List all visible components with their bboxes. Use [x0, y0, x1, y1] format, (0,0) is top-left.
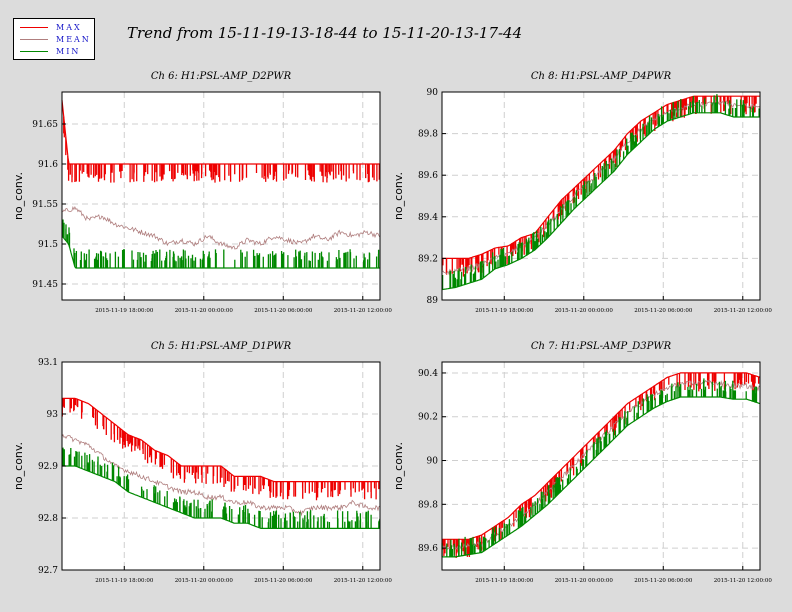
y-tick-label: 90.2 — [418, 413, 438, 423]
x-tick-label: 2015-11-19 18:00:00 — [475, 578, 534, 584]
page-title: Trend from 15-11-19-13-18-44 to 15-11-20… — [127, 24, 523, 42]
series-line-max — [442, 95, 760, 259]
legend-swatch-max — [20, 27, 48, 28]
plot-area — [62, 92, 380, 300]
chart-panel-3: 92.7 92.8 92.9 93 93.1 2015-11-19 18:00:00 201… — [12, 341, 392, 584]
legend-item-max: MAX — [14, 22, 96, 34]
y-tick-label: 89.2 — [418, 254, 438, 264]
x-tick-label: 2015-11-20 12:00:00 — [334, 578, 393, 584]
y-tick-label: 89 — [427, 296, 439, 306]
plot-frame — [61, 91, 381, 301]
x-tick-label: 2015-11-20 00:00:00 — [555, 308, 614, 314]
x-tick-label: 2015-11-20 00:00:00 — [175, 308, 234, 314]
y-tick-label: 90.4 — [418, 369, 438, 379]
plot-frame — [441, 91, 761, 301]
legend-swatch-min — [20, 51, 48, 52]
series-spikes-min — [61, 219, 380, 268]
series-spikes-max — [63, 116, 380, 183]
y-tick-label: 92.8 — [38, 514, 58, 524]
y-tick-label: 91.6 — [38, 160, 58, 170]
y-tick-label: 92.9 — [38, 462, 58, 472]
x-tick-label: 2015-11-20 12:00:00 — [714, 308, 773, 314]
y-tick-label: 91.5 — [38, 240, 58, 250]
y-tick-label: 89.6 — [418, 544, 438, 554]
y-tick-label: 92.7 — [38, 566, 58, 576]
chart-title: Ch 8: H1:PSL-AMP_D4PWR — [531, 71, 672, 82]
y-axis-label: no_conv. — [392, 442, 405, 490]
chart-panel-4: 89.6 89.8 90 90.2 90.4 2015-11-19 18:00:00 201… — [392, 341, 772, 584]
y-tick-label: 89.4 — [418, 213, 438, 223]
y-tick-label: 90 — [427, 457, 439, 467]
x-tick-label: 2015-11-20 06:00:00 — [634, 578, 693, 584]
series-spikes-min — [441, 94, 760, 290]
series-spikes-min — [62, 447, 381, 529]
chart-title: Ch 5: H1:PSL-AMP_D1PWR — [151, 341, 292, 352]
x-tick-label: 2015-11-19 18:00:00 — [95, 578, 154, 584]
series-spikes-min — [441, 378, 758, 557]
y-axis-label: no_conv. — [12, 442, 25, 490]
x-tick-label: 2015-11-19 18:00:00 — [95, 308, 154, 314]
y-tick-label: 89.8 — [418, 500, 438, 510]
legend: MAX MEAN MIN — [13, 18, 95, 60]
x-tick-label: 2015-11-20 06:00:00 — [254, 578, 313, 584]
x-tick-label: 2015-11-20 06:00:00 — [634, 308, 693, 314]
y-tick-label: 90 — [427, 88, 439, 98]
plot-frame — [441, 361, 761, 571]
series-line-mean — [61, 433, 381, 517]
x-tick-label: 2015-11-20 12:00:00 — [714, 578, 773, 584]
legend-item-mean: MEAN — [14, 34, 96, 46]
y-tick-label: 93 — [47, 410, 59, 420]
x-tick-label: 2015-11-20 06:00:00 — [254, 308, 313, 314]
legend-item-min: MIN — [14, 46, 96, 58]
y-tick-label: 93.1 — [38, 358, 58, 368]
chart-title: Ch 6: H1:PSL-AMP_D2PWR — [151, 71, 292, 82]
y-tick-label: 91.55 — [32, 200, 58, 210]
y-tick-label: 91.65 — [32, 120, 58, 130]
x-tick-label: 2015-11-20 00:00:00 — [175, 578, 234, 584]
x-tick-label: 2015-11-20 00:00:00 — [555, 578, 614, 584]
x-tick-label: 2015-11-20 12:00:00 — [334, 308, 393, 314]
y-axis-label: no_conv. — [392, 172, 405, 220]
y-tick-label: 89.6 — [418, 171, 438, 181]
y-tick-label: 91.45 — [32, 280, 58, 290]
x-tick-label: 2015-11-19 18:00:00 — [475, 308, 534, 314]
series-spikes-max — [61, 398, 380, 501]
chart-title: Ch 7: H1:PSL-AMP_D3PWR — [531, 341, 672, 352]
series-line-mean — [61, 205, 381, 250]
legend-label-mean: MEAN — [56, 35, 91, 44]
chart-panel-1: 91.45 91.5 91.55 91.6 91.65 2015-11-19 18:00:… — [12, 71, 392, 314]
legend-label-min: MIN — [56, 47, 81, 56]
y-axis-label: no_conv. — [12, 172, 25, 220]
chart-panel-2: 89 89.2 89.4 89.6 89.8 90 2015-11-19 18:00:00 2… — [392, 71, 772, 314]
y-tick-label: 89.8 — [418, 130, 438, 140]
legend-label-max: MAX — [56, 23, 82, 32]
legend-swatch-mean — [20, 39, 48, 40]
